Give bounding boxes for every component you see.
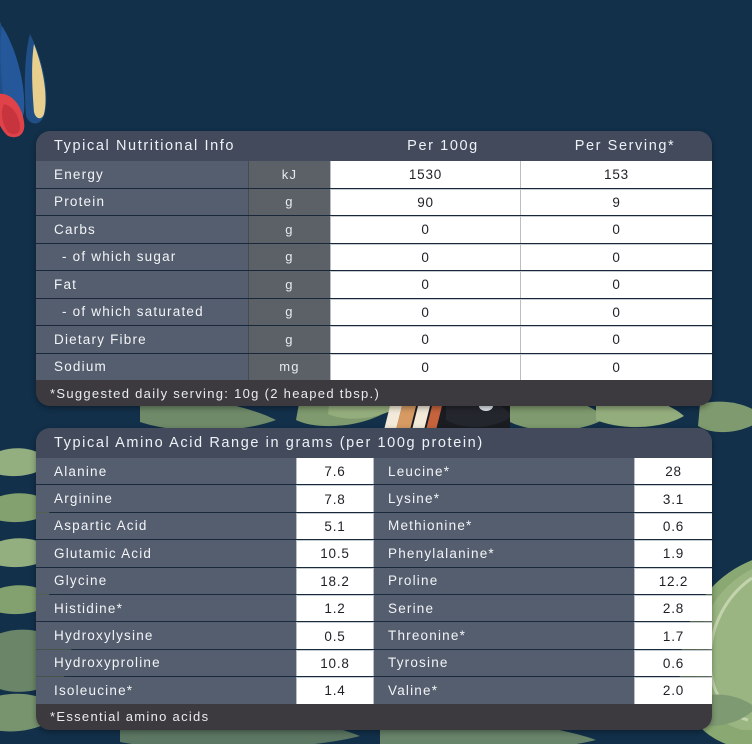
amino-left-value: 10.8 [296,649,374,677]
nutrition-row-per100g: 0 [330,271,520,298]
amino-right-label: Phenylalanine* [374,540,634,567]
amino-right-label: Leucine* [374,458,634,485]
nutrition-row-perserving: 0 [520,353,712,380]
amino-left-label: Isoleucine* [36,677,296,704]
table-row: Alanine 7.6 Leucine* 28 [36,458,712,485]
nutrition-row-unit: g [248,298,330,325]
nutrition-row-per100g: 0 [330,216,520,243]
amino-table-body: Alanine 7.6 Leucine* 28 Arginine 7.8 Lys… [36,458,712,704]
amino-right-label: Methionine* [374,512,634,540]
nutrition-row-unit: g [248,326,330,353]
amino-left-label: Hydroxyproline [36,649,296,677]
table-row: Energy kJ 1530 153 [36,161,712,188]
table-row: Fat g 0 0 [36,270,712,298]
nutrition-row-perserving: 9 [520,188,712,215]
amino-table-footnote: *Essential amino acids [36,703,712,730]
amino-left-label: Aspartic Acid [36,512,296,540]
nutrition-row-unit: kJ [248,161,330,188]
amino-left-value: 1.2 [296,594,374,622]
amino-left-label: Alanine [36,458,296,485]
amino-left-value: 7.8 [296,485,374,512]
amino-right-value: 0.6 [634,512,712,540]
amino-left-value: 18.2 [296,567,374,594]
amino-right-label: Lysine* [374,485,634,512]
table-row: Hydroxyproline 10.8 Tyrosine 0.6 [36,648,712,677]
nutrition-row-per100g: 90 [330,188,520,215]
nutrition-header-per-100g: Per 100g [407,138,479,154]
nutrition-row-unit: g [248,188,330,215]
nutrition-row-perserving: 0 [520,326,712,353]
amino-right-value: 3.1 [634,485,712,512]
table-row: Glycine 18.2 Proline 12.2 [36,566,712,594]
table-row: Dietary Fibre g 0 0 [36,325,712,353]
amino-right-label: Serine [374,594,634,622]
amino-left-label: Histidine* [36,594,296,622]
table-row: - of which sugar g 0 0 [36,242,712,270]
amino-right-value: 12.2 [634,567,712,594]
amino-acid-table-card: Typical Amino Acid Range in grams (per 1… [36,428,712,730]
table-row: Sodium mg 0 0 [36,352,712,380]
nutrition-row-label: Protein [36,188,248,215]
nutrition-row-per100g: 0 [330,298,520,325]
table-row: Protein g 90 9 [36,187,712,215]
nutrition-row-perserving: 0 [520,216,712,243]
table-row: Aspartic Acid 5.1 Methionine* 0.6 [36,511,712,540]
amino-left-value: 1.4 [296,677,374,704]
amino-left-value: 0.5 [296,622,374,649]
nutrition-table-footnote: *Suggested daily serving: 10g (2 heaped … [36,380,712,406]
amino-right-label: Valine* [374,677,634,704]
nutrition-row-unit: g [248,271,330,298]
amino-left-value: 10.5 [296,540,374,567]
nutrition-row-label: Dietary Fibre [36,326,248,353]
amino-right-value: 0.6 [634,649,712,677]
table-row: Histidine* 1.2 Serine 2.8 [36,593,712,622]
macaw-bird-icon [0,21,47,138]
amino-right-label: Proline [374,567,634,594]
nutrition-row-label: Energy [36,161,248,188]
nutrition-row-unit: mg [248,353,330,380]
nutrition-row-per100g: 0 [330,353,520,380]
nutrition-row-perserving: 0 [520,298,712,325]
table-row: Isoleucine* 1.4 Valine* 2.0 [36,676,712,704]
amino-left-label: Hydroxylysine [36,622,296,649]
table-row: Glutamic Acid 10.5 Phenylalanine* 1.9 [36,539,712,567]
table-row: Arginine 7.8 Lysine* 3.1 [36,484,712,512]
table-row: Hydroxylysine 0.5 Threonine* 1.7 [36,621,712,649]
nutrition-row-perserving: 0 [520,243,712,270]
amino-left-value: 7.6 [296,458,374,485]
amino-table-header: Typical Amino Acid Range in grams (per 1… [36,428,712,458]
amino-right-label: Threonine* [374,622,634,649]
nutrition-row-label: Carbs [36,216,248,243]
nutrition-table-card: Typical Nutritional Info Per 100g Per Se… [36,131,712,406]
nutrition-row-perserving: 0 [520,271,712,298]
table-row: Carbs g 0 0 [36,215,712,243]
amino-left-label: Glycine [36,567,296,594]
amino-left-label: Arginine [36,485,296,512]
nutrition-row-label: Fat [36,271,248,298]
nutrition-table-header: Typical Nutritional Info Per 100g Per Se… [36,131,712,161]
nutrition-row-label: - of which saturated [36,298,248,325]
amino-left-value: 5.1 [296,512,374,540]
amino-left-label: Glutamic Acid [36,540,296,567]
amino-right-value: 1.9 [634,540,712,567]
nutrition-row-per100g: 0 [330,243,520,270]
amino-right-value: 28 [634,458,712,485]
nutrition-header-title: Typical Nutritional Info [54,138,236,154]
nutrition-row-perserving: 153 [520,161,712,188]
amino-right-value: 1.7 [634,622,712,649]
nutrition-table-body: Energy kJ 1530 153 Protein g 90 9 Carbs … [36,161,712,380]
table-row: - of which saturated g 0 0 [36,297,712,325]
amino-right-value: 2.8 [634,594,712,622]
nutrition-row-per100g: 0 [330,326,520,353]
nutrition-row-label: Sodium [36,353,248,380]
nutrition-row-per100g: 1530 [330,161,520,188]
amino-right-value: 2.0 [634,677,712,704]
nutrition-header-per-serving: Per Serving* [574,138,676,154]
nutrition-row-unit: g [248,243,330,270]
nutrition-row-unit: g [248,216,330,243]
amino-right-label: Tyrosine [374,649,634,677]
nutrition-row-label: - of which sugar [36,243,248,270]
